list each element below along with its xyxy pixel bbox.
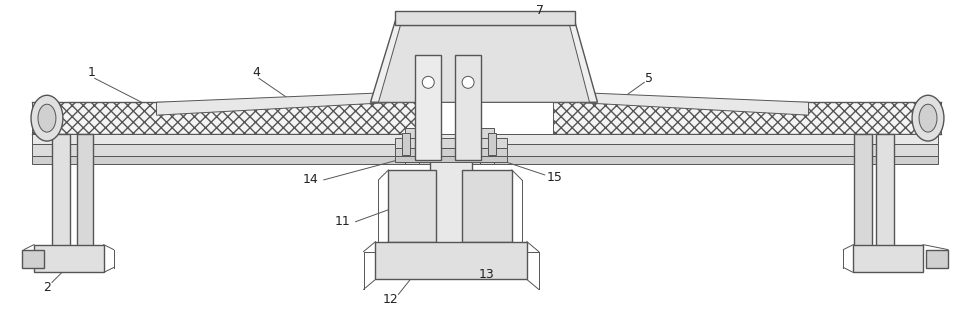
Bar [430,155,472,245]
Polygon shape [573,92,808,115]
Text: 1: 1 [88,66,96,79]
Bar [34,245,104,272]
Bar [32,144,938,156]
Text: 7: 7 [536,4,544,17]
Ellipse shape [38,104,56,132]
Bar [32,102,416,134]
Text: 2: 2 [43,281,51,294]
Polygon shape [370,21,598,102]
Polygon shape [156,92,395,115]
Bar [854,245,923,272]
Polygon shape [379,26,589,102]
Circle shape [422,76,434,88]
Text: 13: 13 [479,268,495,281]
Bar [52,134,70,254]
Bar [395,11,575,25]
Text: 5: 5 [645,72,653,85]
Text: 15: 15 [547,171,563,184]
Bar [395,148,507,156]
Bar [552,102,941,134]
Bar [405,128,420,164]
Ellipse shape [31,95,63,141]
Bar [77,134,93,254]
Bar [395,156,507,162]
Bar [462,170,512,241]
Bar [375,241,527,280]
Bar [32,134,938,144]
Text: 12: 12 [383,293,398,306]
Bar [402,133,410,155]
Bar [395,138,507,148]
Bar [22,250,44,267]
Text: 11: 11 [334,215,351,228]
Bar [855,134,872,254]
Bar [480,128,494,164]
Bar [389,170,436,241]
Text: 4: 4 [252,66,260,79]
Bar [876,134,894,254]
Bar [416,56,441,160]
Ellipse shape [912,95,944,141]
Ellipse shape [919,104,937,132]
Bar [455,56,481,160]
Bar [488,133,496,155]
Circle shape [462,76,474,88]
Text: 14: 14 [303,173,319,186]
Bar [32,156,938,164]
Bar [926,250,948,267]
